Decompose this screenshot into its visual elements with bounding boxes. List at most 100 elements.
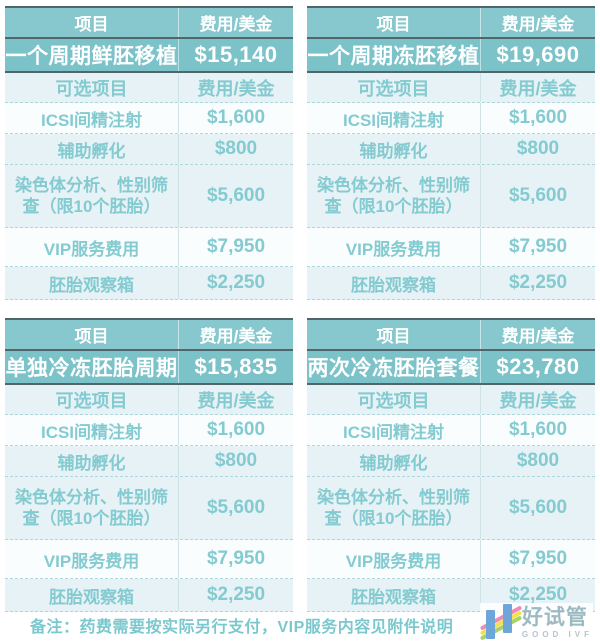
row-icsi: ICSI间精注射 $1,600 <box>307 103 595 134</box>
item-name: 辅助孵化 <box>57 141 126 161</box>
remark-note: 备注：药费需要按实际另行支付，VIP服务内容见附件说明 <box>30 619 454 636</box>
item-fee: $1,600 <box>480 103 595 133</box>
package-price: $15,835 <box>178 351 293 383</box>
item-name: 辅助孵化 <box>57 453 126 473</box>
row-icsi: ICSI间精注射 $1,600 <box>307 415 595 446</box>
row-assisted-hatching: 辅助孵化 $800 <box>5 446 293 477</box>
item-fee: $2,250 <box>178 267 293 299</box>
row-vip-service: VIP服务费用 $7,950 <box>307 540 595 579</box>
header-fee-label: 费用/美金 <box>480 8 595 37</box>
header-item-label: 项目 <box>376 327 411 346</box>
row-chromosome-screening: 染色体分析、性别筛查（限10个胚胎） $5,600 <box>5 165 293 228</box>
row-chromosome-screening: 染色体分析、性别筛查（限10个胚胎） $5,600 <box>5 477 293 540</box>
row-icsi: ICSI间精注射 $1,600 <box>5 415 293 446</box>
item-fee: $800 <box>480 134 595 164</box>
goodivf-h-icon <box>479 603 523 641</box>
optional-header-fee: 费用/美金 <box>480 385 595 414</box>
item-name: ICSI间精注射 <box>40 422 143 442</box>
item-fee: $800 <box>178 446 293 476</box>
package-name: 一个周期鲜胚移植 <box>5 45 178 68</box>
item-name: 胚胎观察箱 <box>351 275 436 295</box>
item-fee: $800 <box>178 134 293 164</box>
item-name: VIP服务费用 <box>43 239 140 259</box>
item-fee: $800 <box>480 446 595 476</box>
table-header-row: 项目 费用/美金 <box>307 318 595 351</box>
price-table-frozen-cycle: 项目 费用/美金 单独冷冻胚胎周期 $15,835 可选项目 费用/美金 ICS… <box>5 318 293 612</box>
table-header-row: 项目 费用/美金 <box>307 6 595 39</box>
row-optional-header: 可选项目 费用/美金 <box>307 73 595 103</box>
item-name: ICSI间精注射 <box>40 110 143 130</box>
price-table-fresh-transfer: 项目 费用/美金 一个周期鲜胚移植 $15,140 可选项目 费用/美金 ICS… <box>5 6 293 300</box>
row-embryo-monitor: 胚胎观察箱 $2,250 <box>307 579 595 612</box>
item-name: ICSI间精注射 <box>342 422 445 442</box>
optional-header-item: 可选项目 <box>55 390 128 411</box>
optional-header-item: 可选项目 <box>357 390 430 411</box>
optional-header-fee: 费用/美金 <box>178 385 293 414</box>
item-fee: $7,950 <box>178 540 293 578</box>
item-name: 染色体分析、性别筛查（限10个胚胎） <box>15 175 168 216</box>
optional-header-fee: 费用/美金 <box>178 73 293 102</box>
logo-subtitle: GOOD IVF <box>521 630 593 639</box>
header-fee-label: 费用/美金 <box>178 320 293 349</box>
row-embryo-monitor: 胚胎观察箱 $2,250 <box>5 579 293 612</box>
item-fee: $1,600 <box>178 103 293 133</box>
package-name: 一个周期冻胚移植 <box>307 45 480 68</box>
item-fee: $5,600 <box>178 165 293 227</box>
optional-header-fee: 费用/美金 <box>480 73 595 102</box>
optional-header-item: 可选项目 <box>55 78 128 99</box>
item-name: VIP服务费用 <box>43 551 140 571</box>
item-fee: $5,600 <box>178 477 293 539</box>
row-chromosome-screening: 染色体分析、性别筛查（限10个胚胎） $5,600 <box>307 165 595 228</box>
package-name: 两次冷冻胚胎套餐 <box>307 357 480 380</box>
package-name: 单独冷冻胚胎周期 <box>5 357 178 380</box>
row-chromosome-screening: 染色体分析、性别筛查（限10个胚胎） $5,600 <box>307 477 595 540</box>
item-fee: $7,950 <box>178 228 293 266</box>
package-price: $19,690 <box>480 39 595 71</box>
row-assisted-hatching: 辅助孵化 $800 <box>307 446 595 477</box>
item-fee: $5,600 <box>480 165 595 227</box>
package-row: 一个周期鲜胚移植 $15,140 <box>5 39 293 73</box>
item-fee: $5,600 <box>480 477 595 539</box>
item-name: 胚胎观察箱 <box>351 587 436 607</box>
header-item-label: 项目 <box>376 15 411 34</box>
item-name: 染色体分析、性别筛查（限10个胚胎） <box>15 487 168 528</box>
row-vip-service: VIP服务费用 $7,950 <box>5 228 293 267</box>
row-optional-header: 可选项目 费用/美金 <box>5 73 293 103</box>
row-optional-header: 可选项目 费用/美金 <box>307 385 595 415</box>
row-vip-service: VIP服务费用 $7,950 <box>307 228 595 267</box>
package-row: 单独冷冻胚胎周期 $15,835 <box>5 351 293 385</box>
item-fee: $2,250 <box>480 579 595 611</box>
package-row: 两次冷冻胚胎套餐 $23,780 <box>307 351 595 385</box>
item-name: ICSI间精注射 <box>342 110 445 130</box>
item-name: 染色体分析、性别筛查（限10个胚胎） <box>317 175 470 216</box>
item-fee: $1,600 <box>480 415 595 445</box>
item-name: 胚胎观察箱 <box>49 587 134 607</box>
item-name: VIP服务费用 <box>345 551 442 571</box>
item-name: 辅助孵化 <box>359 141 428 161</box>
price-table-frozen-transfer: 项目 费用/美金 一个周期冻胚移植 $19,690 可选项目 费用/美金 ICS… <box>307 6 595 300</box>
package-price: $15,140 <box>178 39 293 71</box>
item-name: 辅助孵化 <box>359 453 428 473</box>
row-icsi: ICSI间精注射 $1,600 <box>5 103 293 134</box>
logo-title: 好试管 <box>521 606 588 629</box>
row-embryo-monitor: 胚胎观察箱 $2,250 <box>5 267 293 300</box>
header-item-label: 项目 <box>74 327 109 346</box>
header-item-label: 项目 <box>74 15 109 34</box>
item-fee: $2,250 <box>178 579 293 611</box>
row-optional-header: 可选项目 费用/美金 <box>5 385 293 415</box>
item-fee: $2,250 <box>480 267 595 299</box>
item-fee: $1,600 <box>178 415 293 445</box>
row-vip-service: VIP服务费用 $7,950 <box>5 540 293 579</box>
optional-header-item: 可选项目 <box>357 78 430 99</box>
row-assisted-hatching: 辅助孵化 $800 <box>307 134 595 165</box>
row-assisted-hatching: 辅助孵化 $800 <box>5 134 293 165</box>
package-price: $23,780 <box>480 351 595 383</box>
table-header-row: 项目 费用/美金 <box>5 6 293 39</box>
header-fee-label: 费用/美金 <box>178 8 293 37</box>
item-name: VIP服务费用 <box>345 239 442 259</box>
header-fee-label: 费用/美金 <box>480 320 595 349</box>
goodivf-logo: 好试管 GOOD IVF <box>479 603 593 641</box>
item-fee: $7,950 <box>480 540 595 578</box>
table-header-row: 项目 费用/美金 <box>5 318 293 351</box>
